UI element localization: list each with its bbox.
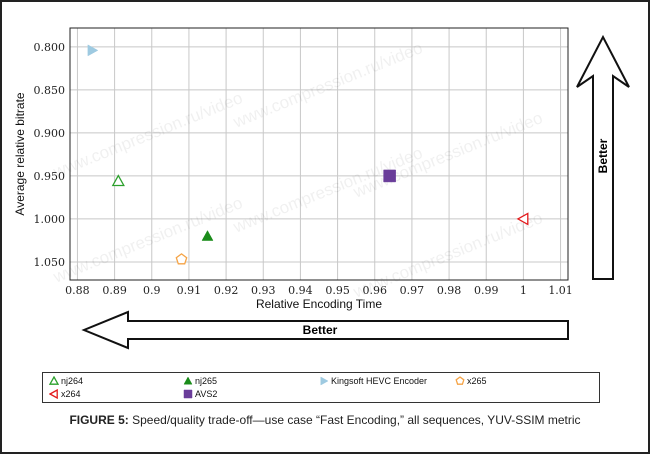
x-tick-label: 0.93 — [251, 284, 276, 297]
watermark-text: www.compression.ru/video — [50, 193, 246, 287]
legend-item: AVS2 — [183, 389, 217, 399]
data-point-x264 — [516, 212, 529, 226]
y-tick-label: 1.000 — [34, 213, 66, 226]
watermark-text: www.compression.ru/video — [350, 108, 546, 202]
x-tick-label: 0.9 — [143, 284, 161, 297]
legend-label: Kingsoft HEVC Encoder — [331, 376, 428, 386]
better-label-horizontal: Better — [303, 323, 338, 337]
legend-marker-icon — [455, 376, 465, 385]
better-arrow-up — [576, 34, 630, 280]
data-point-nj265 — [201, 230, 214, 241]
legend: nj264 nj265 Kingsoft HEVC Encoder x265 x264 A… — [42, 372, 600, 403]
grid — [70, 28, 568, 280]
caption-label: FIGURE 5: — [69, 413, 129, 427]
legend-item: nj265 — [183, 376, 217, 386]
x-axis-label: Relative Encoding Time — [256, 297, 382, 311]
legend-item: Kingsoft HEVC Encoder — [319, 376, 427, 386]
legend-marker — [183, 376, 193, 385]
legend-label: x264 — [61, 389, 81, 399]
plot-border — [69, 27, 569, 281]
legend-marker — [49, 389, 58, 399]
x-tick-label: 0.89 — [102, 284, 127, 297]
y-axis-label: Average relative bitrate — [13, 92, 27, 216]
caption-text: Speed/quality trade-off—use case “Fast E… — [128, 413, 581, 427]
x-tick-label: 0.99 — [474, 284, 499, 297]
legend-label: nj264 — [61, 376, 84, 386]
y-tick-label: 0.900 — [34, 127, 66, 140]
x-tick-label: 0.91 — [177, 284, 202, 297]
legend-marker-icon — [183, 389, 193, 399]
legend-marker — [320, 376, 329, 386]
x-tick-label: 0.88 — [65, 284, 90, 297]
figure-caption: FIGURE 5: Speed/quality trade-off—use ca… — [0, 413, 650, 427]
y-tick-label: 0.950 — [34, 170, 66, 183]
y-tick-label: 0.800 — [34, 41, 66, 54]
data-points — [87, 44, 529, 265]
x-tick-label: 0.96 — [362, 284, 387, 297]
legend-marker-icon — [320, 376, 329, 386]
x-tick-label: 0.98 — [437, 284, 462, 297]
legend-label: nj265 — [195, 376, 218, 386]
x-tick-label: 1 — [520, 284, 527, 297]
legend-marker — [49, 376, 59, 385]
legend-item: nj264 — [49, 376, 83, 386]
data-point-nj264 — [111, 174, 125, 187]
legend-item: x265 — [455, 376, 487, 386]
legend-marker-icon — [49, 376, 59, 385]
legend-label: x265 — [467, 376, 487, 386]
legend-marker-icon — [49, 389, 58, 399]
watermark-text: www.compression.ru/video — [230, 38, 426, 132]
data-point-x265 — [175, 253, 188, 265]
better-arrow-left — [81, 310, 569, 350]
x-tick-label: 0.92 — [214, 284, 239, 297]
y-tick-label: 0.850 — [34, 84, 66, 97]
legend-marker — [183, 389, 193, 399]
legend-item: x264 — [49, 389, 81, 399]
data-point-kingsoft-hevc-encoder — [87, 44, 99, 57]
legend-label: AVS2 — [195, 389, 218, 399]
y-tick-label: 1.050 — [34, 256, 66, 269]
better-label-vertical: Better — [596, 138, 610, 173]
watermark-text: www.compression.ru/video — [230, 143, 426, 237]
data-point-avs2 — [383, 169, 396, 183]
legend-marker-icon — [183, 376, 193, 385]
x-tick-label: 0.97 — [400, 284, 425, 297]
x-tick-label: 1.01 — [548, 284, 573, 297]
legend-marker — [455, 376, 465, 385]
x-tick-label: 0.95 — [325, 284, 350, 297]
watermark-text: www.compression.ru/video — [50, 88, 246, 182]
x-tick-label: 0.94 — [288, 284, 313, 297]
tick-labels: 0.88 0.89 0.9 0.91 0.92 0.93 0.94 0.95 0.96 0.97 0… — [34, 41, 573, 297]
